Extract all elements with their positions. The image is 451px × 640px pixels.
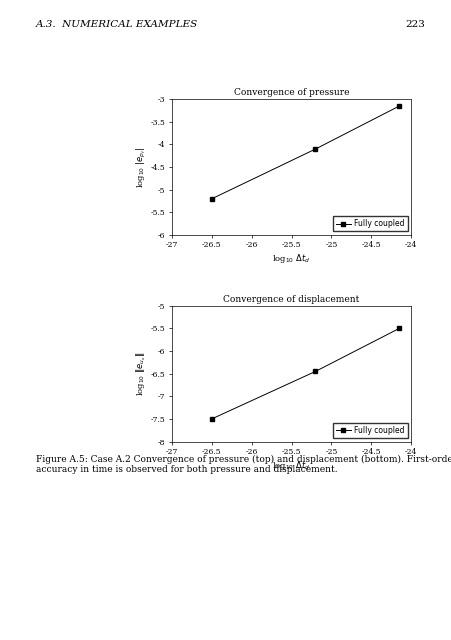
Title: Convergence of pressure: Convergence of pressure bbox=[233, 88, 349, 97]
Legend: Fully coupled: Fully coupled bbox=[332, 422, 407, 438]
Line: Fully coupled: Fully coupled bbox=[209, 326, 400, 421]
Fully coupled bbox=[312, 367, 318, 375]
Line: Fully coupled: Fully coupled bbox=[209, 104, 400, 201]
Y-axis label: log$_{10}$ $|e_{p_f}|$: log$_{10}$ $|e_{p_f}|$ bbox=[134, 147, 147, 188]
Fully coupled bbox=[208, 415, 214, 423]
Fully coupled bbox=[396, 324, 401, 332]
X-axis label: log$_{10}$ $\Delta t_d$: log$_{10}$ $\Delta t_d$ bbox=[272, 252, 310, 265]
Fully coupled bbox=[208, 195, 214, 203]
Text: 223: 223 bbox=[404, 20, 424, 29]
Legend: Fully coupled: Fully coupled bbox=[332, 216, 407, 231]
Y-axis label: log$_{10}$ $\|e_{u_s}\|$: log$_{10}$ $\|e_{u_s}\|$ bbox=[134, 351, 147, 396]
X-axis label: log$_{10}$ $\Delta t_d$: log$_{10}$ $\Delta t_d$ bbox=[272, 459, 310, 472]
Fully coupled bbox=[396, 102, 401, 110]
Text: A.3.  NUMERICAL EXAMPLES: A.3. NUMERICAL EXAMPLES bbox=[36, 20, 198, 29]
Fully coupled bbox=[312, 145, 318, 153]
Text: Figure A.5: Case A.2 Convergence of pressure (top) and displacement (bottom). Fi: Figure A.5: Case A.2 Convergence of pres… bbox=[36, 454, 451, 474]
Title: Convergence of displacement: Convergence of displacement bbox=[223, 294, 359, 303]
